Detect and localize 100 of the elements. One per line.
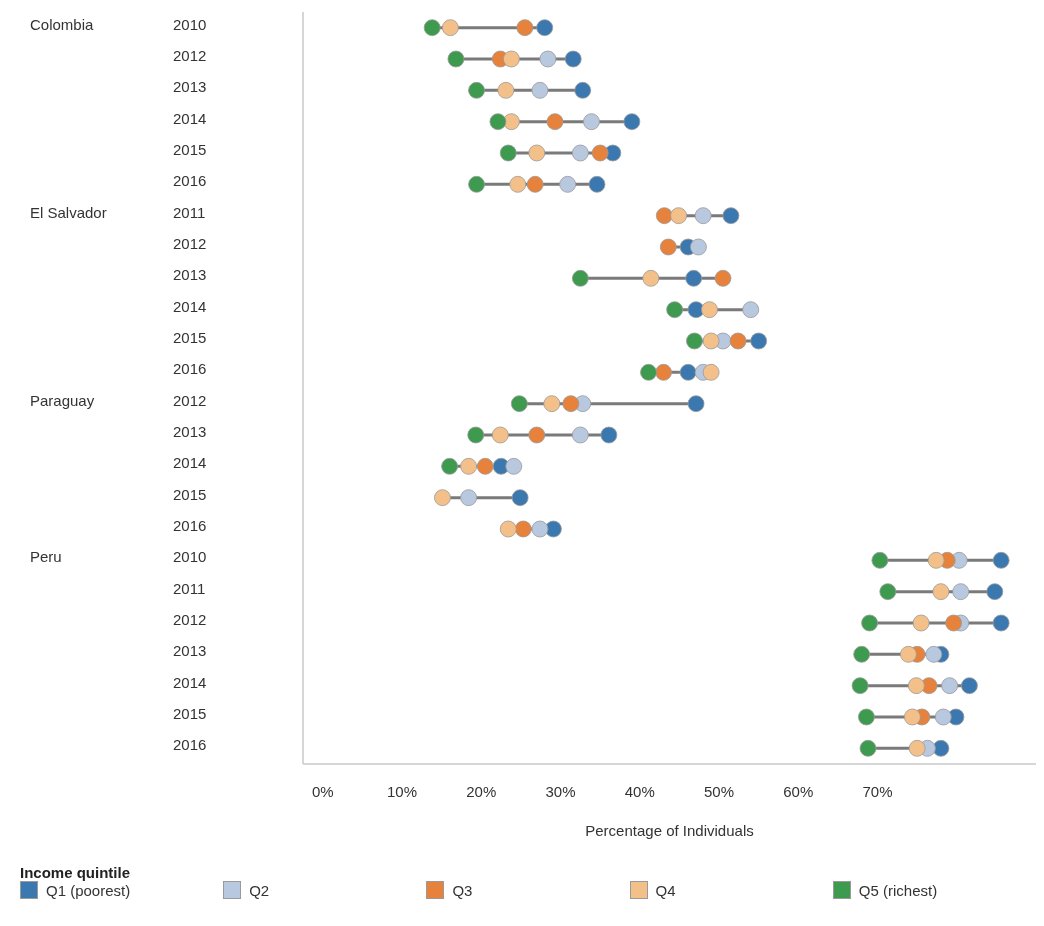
point (702, 363, 720, 381)
point (685, 269, 703, 287)
y-tick-label: 2015 (173, 704, 207, 722)
point (992, 614, 1010, 632)
legend-label: Q3 (452, 881, 473, 899)
point (642, 269, 660, 287)
y-tick-label: 2014 (173, 109, 207, 127)
point (531, 81, 549, 99)
point (859, 739, 877, 757)
point (701, 301, 718, 319)
y-tick-label: 2014 (173, 673, 207, 691)
point (528, 426, 546, 444)
point (686, 332, 703, 350)
point (655, 363, 672, 381)
text: Paraguay (30, 391, 95, 409)
x-tick-label: 10% (387, 782, 418, 800)
point (468, 175, 485, 193)
x-tick-label: 20% (466, 782, 497, 800)
point (516, 19, 534, 37)
point (690, 238, 707, 256)
point (497, 81, 515, 99)
point (591, 144, 609, 162)
point (941, 677, 959, 695)
point (952, 583, 970, 601)
x-tick-label: 0% (311, 782, 334, 800)
point (722, 207, 740, 225)
point (907, 677, 925, 695)
point (447, 50, 465, 68)
point (531, 520, 549, 538)
point (526, 175, 544, 193)
y-tick-label: 2016 (173, 360, 207, 378)
point (871, 551, 889, 569)
y-tick-label: 2013 (173, 266, 207, 284)
point (986, 583, 1004, 601)
point (702, 332, 720, 350)
point (434, 489, 451, 507)
y-tick-label: 2013 (173, 642, 207, 660)
point (505, 457, 523, 475)
y-tick-label: 2014 (173, 297, 207, 315)
point (536, 19, 554, 37)
y-tick-label: 2012 (173, 610, 207, 628)
point (961, 677, 978, 695)
legend-title: Income quintile (20, 864, 131, 881)
point (694, 207, 712, 225)
point (679, 363, 697, 381)
point (729, 332, 747, 350)
point (539, 50, 557, 68)
y-tick-label: 2012 (173, 234, 207, 252)
point (666, 301, 684, 319)
point (571, 426, 589, 444)
y-tick-label: 2013 (173, 422, 207, 440)
point (460, 489, 478, 507)
y-tick-label: 2011 (173, 203, 206, 221)
y-tick-label: 2013 (173, 78, 207, 96)
point (912, 614, 930, 632)
point (927, 551, 945, 569)
point (861, 614, 878, 632)
point (588, 175, 606, 193)
point (925, 645, 943, 663)
point (655, 207, 673, 225)
point (858, 708, 875, 726)
y-tick-label: 2011 (173, 579, 206, 597)
point (546, 113, 564, 131)
point (441, 457, 458, 475)
legend-label: Q5 (richest) (858, 881, 938, 899)
y-tick-label: 2012 (173, 391, 207, 409)
point (879, 583, 897, 601)
point (491, 426, 509, 444)
x-axis-title: Percentage of Individuals (585, 822, 754, 839)
point (851, 677, 869, 695)
point (714, 269, 732, 287)
text: Colombia (30, 15, 95, 33)
x-tick-label: 60% (783, 782, 814, 800)
point (687, 395, 705, 413)
point (499, 144, 517, 162)
point (908, 739, 926, 757)
point (441, 19, 459, 37)
point (514, 520, 532, 538)
y-tick-label: 2010 (173, 15, 207, 33)
point (467, 426, 485, 444)
point (932, 583, 950, 601)
point (623, 113, 641, 131)
x-tick-label: 40% (624, 782, 655, 800)
point (853, 645, 871, 663)
point (571, 144, 589, 162)
x-tick-label: 30% (545, 782, 576, 800)
y-tick-label: 2015 (173, 328, 207, 346)
point (468, 81, 485, 99)
point (562, 395, 580, 413)
point (571, 269, 589, 287)
y-tick-label: 2010 (173, 548, 207, 566)
point (528, 144, 546, 162)
point (564, 50, 582, 68)
point (460, 457, 478, 475)
y-tick-label: 2012 (173, 46, 207, 64)
legend-label: Q1 (poorest) (46, 881, 131, 899)
y-tick-label: 2014 (173, 454, 207, 472)
point (489, 113, 507, 131)
y-tick-label: 2016 (173, 736, 207, 754)
point (423, 19, 441, 37)
